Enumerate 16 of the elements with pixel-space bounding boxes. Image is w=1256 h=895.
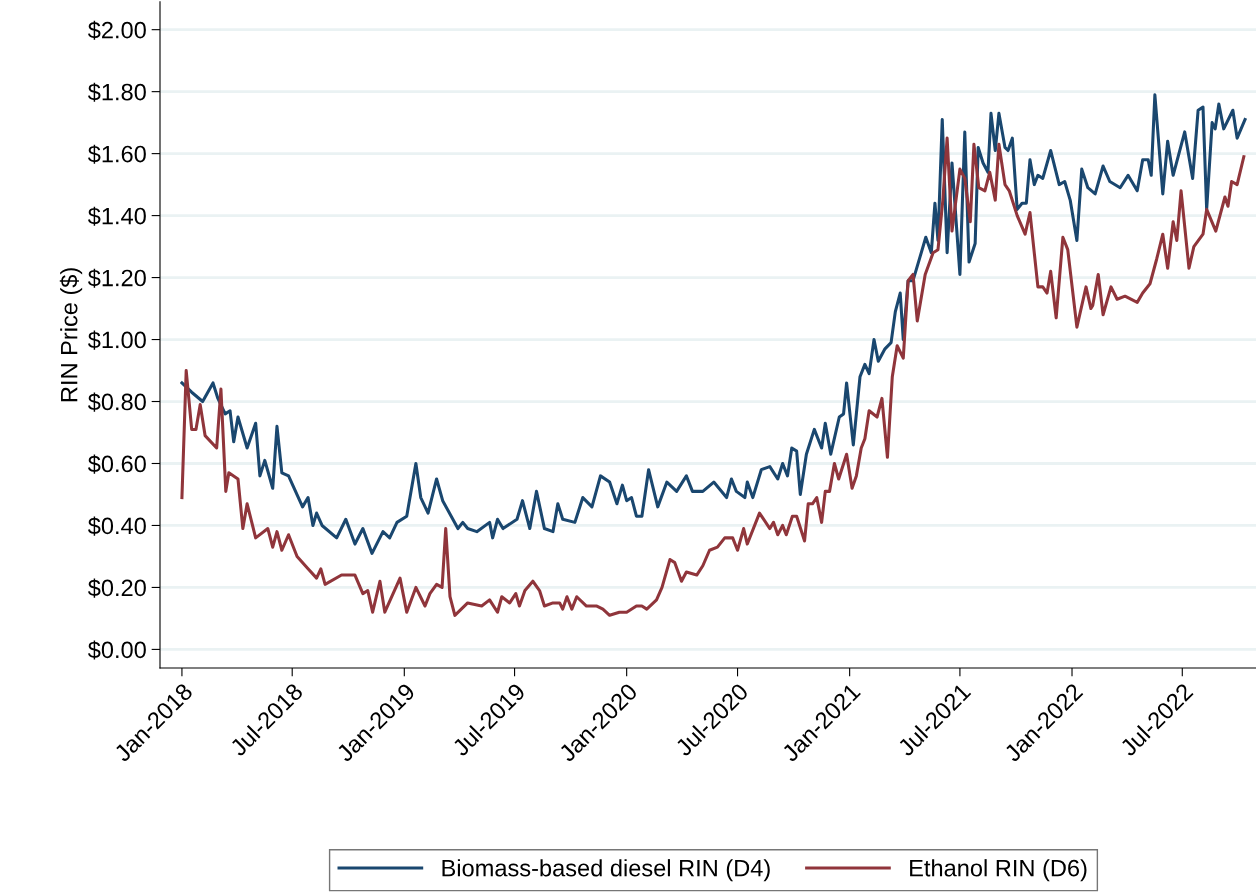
y-tick-label: $0.40 bbox=[87, 516, 146, 536]
y-tick-label: $0.00 bbox=[87, 640, 146, 660]
y-axis-title: RIN Price ($) bbox=[59, 268, 83, 402]
y-tick-label: $2.00 bbox=[87, 20, 146, 40]
y-tick-label: $1.20 bbox=[87, 268, 146, 288]
legend-label: Ethanol RIN (D6) bbox=[910, 859, 1087, 882]
y-tick-label: $1.00 bbox=[87, 330, 146, 350]
y-tick-label: $0.60 bbox=[87, 454, 146, 474]
y-tick-label: $1.60 bbox=[87, 144, 146, 164]
line-series bbox=[180, 136, 1246, 617]
line-series bbox=[180, 93, 1247, 555]
y-tick-label: $1.40 bbox=[87, 206, 146, 226]
y-tick-label: $0.80 bbox=[87, 392, 146, 412]
y-tick-label: $1.80 bbox=[87, 82, 146, 102]
y-tick-label: $0.20 bbox=[87, 578, 146, 598]
legend-label: Biomass-based diesel RIN (D4) bbox=[442, 859, 770, 882]
